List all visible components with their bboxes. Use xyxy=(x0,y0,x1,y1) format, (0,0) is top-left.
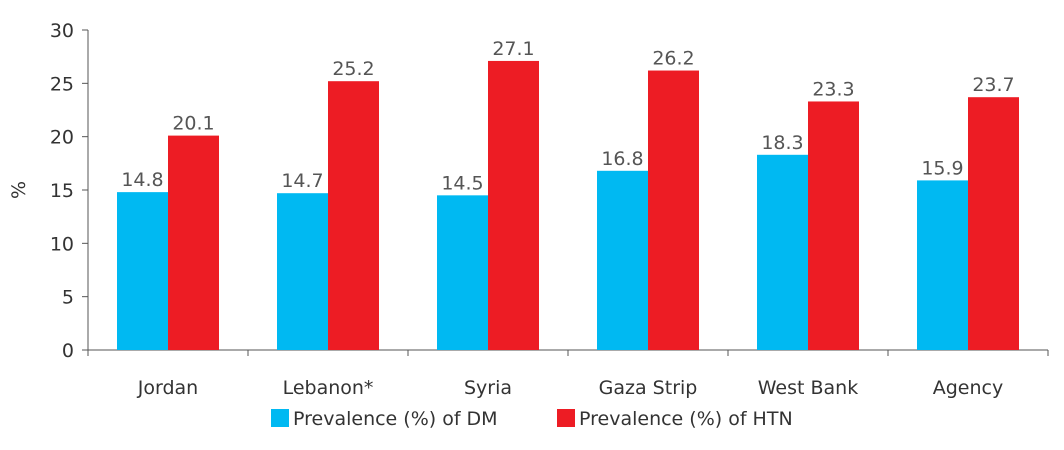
y-tick-label: 15 xyxy=(50,180,74,202)
y-axis: 0 5 10 15 20 25 30 xyxy=(50,20,89,362)
bar-dm xyxy=(437,195,488,350)
y-axis-title: % xyxy=(8,181,30,199)
bar-htn xyxy=(168,135,219,350)
data-label-htn: 26.2 xyxy=(652,48,694,70)
data-label-dm: 14.7 xyxy=(281,170,323,192)
data-label-dm: 15.9 xyxy=(921,157,963,179)
data-label-htn: 23.3 xyxy=(812,78,854,100)
x-category-label: Syria xyxy=(464,377,512,399)
legend: Prevalence (%) of DM Prevalence (%) of HT… xyxy=(271,408,793,430)
y-tick-label: 5 xyxy=(62,287,74,309)
bar-htn xyxy=(648,70,699,351)
legend-label-dm: Prevalence (%) of DM xyxy=(293,408,498,430)
y-tick-label: 30 xyxy=(50,20,74,42)
x-category-label: West Bank xyxy=(758,377,858,399)
data-label-htn: 23.7 xyxy=(972,74,1014,96)
y-axis-title-group: % xyxy=(8,181,30,199)
data-label-dm: 14.5 xyxy=(441,172,483,194)
data-label-htn: 27.1 xyxy=(492,38,534,60)
bar-dm xyxy=(277,193,328,350)
x-category-label: Agency xyxy=(933,377,1003,399)
bars-group xyxy=(117,60,1019,351)
data-labels-group: 14.8 20.1 14.7 25.2 14.5 27.1 16.8 26.2 18.3 23.3… xyxy=(121,38,1014,194)
bar-dm xyxy=(757,154,808,350)
bar-dm xyxy=(917,180,968,350)
legend-swatch-dm xyxy=(271,409,289,427)
bar-htn xyxy=(808,101,859,350)
x-category-label: Gaza Strip xyxy=(599,377,698,399)
bar-htn xyxy=(328,81,379,350)
data-label-dm: 18.3 xyxy=(761,132,803,154)
y-tick-label: 0 xyxy=(62,340,74,362)
y-tick-label: 10 xyxy=(50,233,74,255)
bar-htn xyxy=(488,60,539,350)
bar-dm xyxy=(117,192,168,350)
x-axis: Jordan Lebanon* Syria Gaza Strip West Bank Ag… xyxy=(87,349,1049,399)
bar-dm xyxy=(597,170,648,350)
data-label-dm: 14.8 xyxy=(121,169,163,191)
legend-label-htn: Prevalence (%) of HTN xyxy=(579,408,793,430)
legend-swatch-htn xyxy=(557,409,575,427)
y-tick-label: 20 xyxy=(50,127,74,149)
x-category-label: Lebanon* xyxy=(283,377,374,399)
x-category-label: Jordan xyxy=(137,377,198,399)
data-label-htn: 20.1 xyxy=(172,113,214,135)
data-label-dm: 16.8 xyxy=(601,148,643,170)
data-label-htn: 25.2 xyxy=(332,58,374,80)
y-tick-label: 25 xyxy=(50,73,74,95)
bar-htn xyxy=(968,97,1019,350)
